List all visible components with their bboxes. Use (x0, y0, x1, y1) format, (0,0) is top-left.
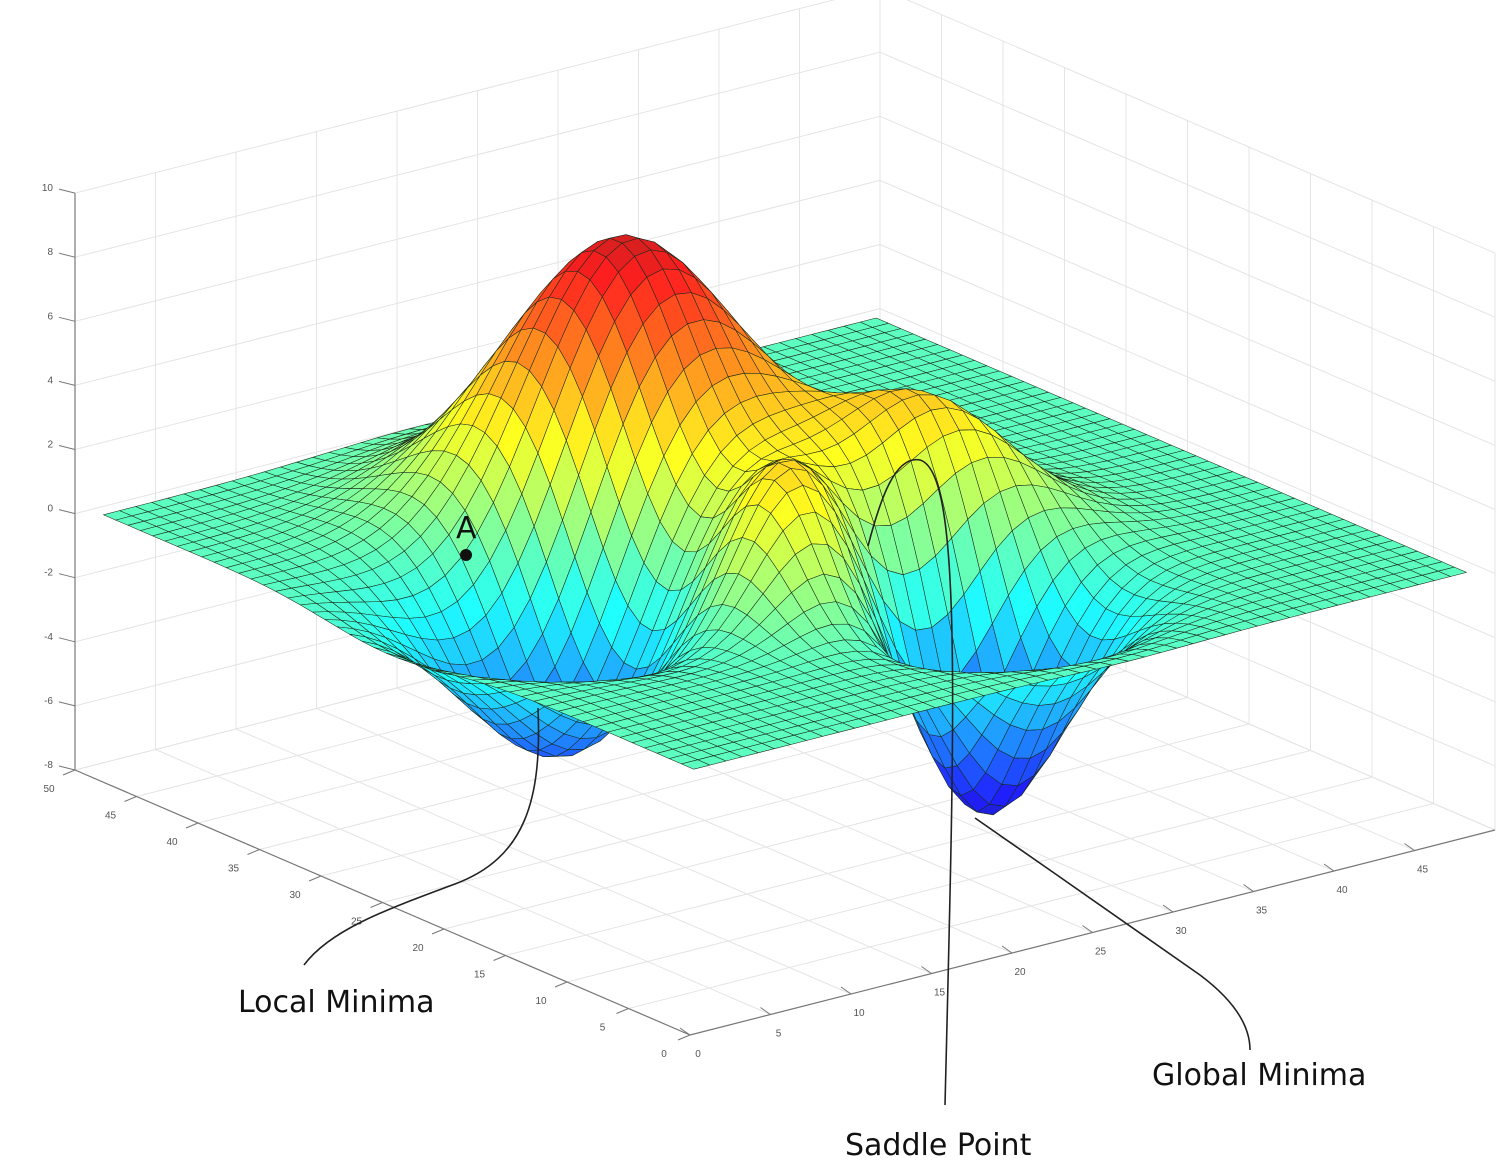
y-tick-label: 0 (661, 1049, 667, 1060)
y-tick-label: 5 (600, 1023, 606, 1034)
x-tick-label: 15 (934, 988, 946, 999)
x-tick-label: 35 (1256, 906, 1268, 917)
z-tick (58, 509, 76, 515)
x-tick (921, 966, 932, 974)
side-wall-gridline (906, 0, 1496, 254)
y-tick (493, 955, 506, 961)
global-minima-leader-line (974, 817, 1251, 1051)
surface-mesh (103, 234, 1467, 816)
z-tick (58, 637, 76, 643)
x-tick (679, 1027, 691, 1036)
y-tick-label: 40 (166, 837, 178, 848)
x-tick-label: 5 (776, 1029, 782, 1040)
z-tick-label: -2 (44, 568, 53, 579)
point-a-marker (460, 549, 472, 561)
side-wall-gridline (879, 179, 1496, 446)
surface-face (681, 759, 711, 770)
z-tick-label: -4 (44, 632, 53, 643)
y-tick-label: 10 (535, 996, 547, 1007)
z-tick-label: 8 (47, 247, 53, 258)
x-tick-label: 20 (1014, 967, 1026, 978)
z-tick-label: 10 (42, 183, 54, 194)
x-tick (1323, 863, 1335, 872)
z-tick (58, 765, 76, 771)
x-tick (1001, 945, 1013, 954)
x-tick (760, 1007, 771, 1015)
z-tick-label: -8 (44, 760, 53, 771)
back-wall-gridline (74, 115, 881, 322)
x-tick-label: 45 (1417, 865, 1429, 876)
x-tick-label: 0 (695, 1049, 701, 1060)
y-tick-label: 30 (289, 890, 301, 901)
side-wall-gridline (879, 115, 1496, 382)
z-tick (58, 252, 76, 258)
y-tick-label: 15 (474, 970, 486, 981)
y-tick-label: 20 (412, 943, 424, 954)
back-wall-gridline (74, 0, 836, 194)
annotations: A Local Minima Saddle Point Global Minim… (238, 459, 1366, 1163)
x-tick-label: 40 (1336, 885, 1348, 896)
z-tick-label: 6 (47, 311, 53, 322)
side-wall-gridline (879, 308, 1496, 575)
local-minima-leader-line (303, 707, 540, 966)
x-tick (1404, 843, 1415, 851)
y-tick (370, 902, 383, 908)
z-tick (58, 316, 76, 322)
back-wall-gridline (74, 51, 881, 258)
y-tick (616, 1008, 629, 1014)
z-tick (58, 701, 76, 707)
x-tick-label: 10 (853, 1008, 865, 1019)
z-tick (58, 380, 76, 386)
x-tick-label: 25 (1095, 947, 1107, 958)
x-tick (1162, 904, 1174, 913)
y-tick (62, 769, 76, 776)
y-tick (554, 981, 568, 988)
y-tick (308, 875, 322, 882)
x-tick (1082, 925, 1093, 933)
y-tick-label: 25 (351, 917, 363, 928)
x-tick (1243, 884, 1254, 892)
local-minima-label: Local Minima (238, 985, 434, 1020)
z-tick-label: 2 (47, 440, 53, 451)
z-tick (58, 573, 76, 579)
y-tick (185, 822, 199, 829)
back-wall-gridline (74, 179, 881, 386)
z-tick-label: 0 (47, 504, 53, 515)
global-minima-label: Global Minima (1152, 1058, 1366, 1093)
saddle-point-leader-line (867, 459, 954, 1106)
z-tick-label: 4 (47, 375, 53, 386)
y-tick-label: 35 (228, 864, 240, 875)
z-tick (58, 445, 76, 450)
side-wall-gridline (879, 244, 1496, 510)
y-tick (677, 1034, 691, 1041)
y-tick-label: 50 (43, 784, 55, 795)
back-wall-gridline (74, 244, 881, 450)
z-tick (58, 188, 76, 194)
point-a-label: A (456, 511, 477, 546)
z-tick-label: -6 (44, 696, 53, 707)
y-tick (124, 796, 137, 802)
saddle-point-label: Saddle Point (845, 1128, 1032, 1163)
axes: 05101520253035404505101520253035404550-8… (42, 183, 1496, 1060)
side-wall-gridline (879, 51, 1496, 318)
y-tick (431, 928, 445, 935)
x-tick (840, 986, 852, 995)
y-tick-label: 45 (105, 811, 117, 822)
x-tick-label: 30 (1175, 926, 1187, 937)
y-tick (247, 849, 260, 855)
